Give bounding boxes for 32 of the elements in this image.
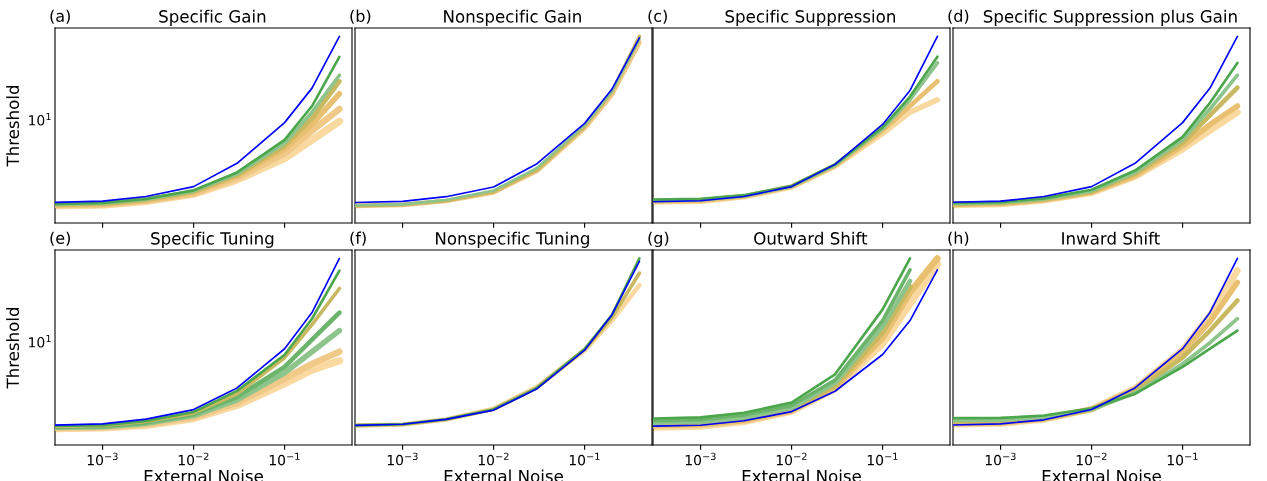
text: (c) — [648, 9, 667, 24]
x-tick-label: 10$^{−2}$ — [776, 452, 807, 466]
y-axis-title: Threshold — [6, 85, 20, 167]
y-axis-title: Threshold — [6, 307, 20, 389]
text: (g) — [648, 231, 669, 248]
x-tick-label: 10$^{−3}$ — [985, 452, 1016, 466]
x-tick-label: 10$^{−2}$ — [1076, 452, 1107, 466]
chart-title: Outward Shift — [754, 231, 868, 245]
x-tick-label: 10$^{−1}$ — [1167, 452, 1198, 466]
x-tick-label: 10$^{−3}$ — [387, 452, 418, 466]
text: 10$^{1}$ — [29, 334, 51, 348]
x-tick-label: 10$^{−1}$ — [269, 452, 300, 466]
chart-title: Inward Shift — [1062, 231, 1160, 245]
chart-title: Specific Suppression plus Gain — [983, 9, 1237, 26]
chart-title: Specific Suppression — [725, 9, 895, 26]
text: 10$^{1}$ — [29, 112, 51, 126]
x-tick-label: 10$^{−2}$ — [178, 452, 209, 466]
text: (h) — [948, 231, 969, 246]
chart-title: Specific Tuning — [151, 231, 274, 248]
text: (b) — [350, 9, 371, 24]
chart-title: Nonspecific Gain — [444, 9, 581, 26]
text: (a) — [50, 9, 70, 24]
x-tick-label: 10$^{−3}$ — [87, 452, 118, 466]
x-tick-label: 10$^{−1}$ — [867, 452, 898, 466]
chart-title: Nonspecific Tuning — [436, 231, 589, 248]
x-tick-label: 10$^{−3}$ — [685, 452, 716, 466]
text: (d) — [948, 9, 969, 24]
x-tick-label: 10$^{−2}$ — [478, 452, 509, 466]
chart-title: Specific Gain — [159, 9, 266, 26]
text: (f) — [350, 231, 366, 246]
text: (e) — [50, 231, 70, 246]
x-tick-label: 10$^{−1}$ — [569, 452, 600, 466]
